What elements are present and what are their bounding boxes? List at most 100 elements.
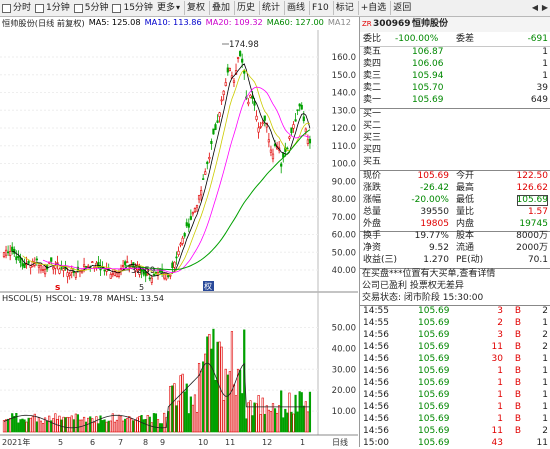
volume-bar — [249, 400, 252, 433]
tick-count: 1 — [542, 366, 548, 376]
volume-bar — [208, 334, 211, 433]
candle-body — [247, 101, 250, 105]
volume-bar — [206, 336, 209, 433]
kline-chart[interactable]: 恒帅股份(日线 前复权) MA5: 125.08 MA10: 113.86 MA… — [0, 17, 358, 447]
tick-price: 105.69 — [418, 306, 450, 316]
stock-name: 恒帅股份 — [412, 19, 449, 29]
nav-left-icon[interactable]: ◀ — [531, 3, 538, 12]
volume-bar — [294, 394, 297, 433]
sell-volume: 39 — [536, 83, 548, 93]
period-3-tab[interactable]: 5分钟 — [72, 1, 111, 15]
trade-tick-row: 14:56 105.69 1 B 1 — [360, 390, 550, 401]
candle-body — [179, 243, 182, 246]
period-3-checkbox[interactable] — [73, 3, 83, 13]
draw-line-button[interactable]: 画线 — [284, 1, 307, 15]
ma120-value: MA12 — [327, 17, 351, 27]
volume-bar — [146, 415, 149, 433]
adjust-button[interactable]: 复权 — [183, 1, 207, 15]
volume-bar — [21, 418, 24, 433]
vol-tick-label: 40.00 — [332, 344, 356, 354]
stat-label: 净资 — [363, 243, 382, 253]
f10-button[interactable]: F10 — [309, 1, 331, 15]
buy-label: 买四 — [363, 145, 382, 155]
high-price-label: 174.98 — [229, 40, 259, 50]
candle-body — [183, 233, 186, 237]
info-note[interactable]: 在买盘***位置有大买单,查看详情 — [362, 269, 496, 279]
period-4-tab[interactable]: 15分钟 — [110, 1, 154, 15]
candle-body — [263, 115, 266, 121]
period-1-checkbox[interactable] — [2, 3, 11, 13]
candle-body — [288, 136, 291, 139]
candle-body — [216, 120, 219, 123]
volume-bar — [37, 417, 41, 433]
trade-tick-row: 14:55 105.69 3 B 2 — [360, 306, 550, 317]
tick-bs-flag: B — [514, 330, 521, 340]
overlay-button[interactable]: 叠加 — [208, 1, 232, 15]
tick-volume: 11 — [491, 426, 503, 436]
y-tick-label: 100.0 — [332, 160, 356, 170]
stat-value: 1.270 — [423, 255, 449, 265]
nav-right-icon[interactable]: ▶ — [541, 3, 548, 12]
ma5-value: MA5: 125.08 — [88, 17, 141, 27]
volume-bar — [43, 417, 47, 433]
volume-bar — [245, 418, 248, 433]
mark-button[interactable]: 标记 — [332, 1, 356, 15]
volume-bar — [183, 391, 186, 433]
candle-body — [189, 216, 192, 220]
period-1-tab[interactable]: 分时 — [0, 1, 33, 15]
candle-body — [171, 262, 174, 269]
volume-bar — [4, 419, 8, 433]
x-tick-label: 1 — [300, 438, 305, 447]
stat-value: 39550 — [420, 207, 449, 217]
add-watchlist-button[interactable]: +自选 — [357, 1, 389, 15]
weibi-value: -100.00% — [395, 34, 439, 44]
volume-bar — [136, 417, 139, 433]
volume-bar — [128, 416, 131, 433]
tick-count: 1 — [542, 378, 548, 388]
volume-bar — [109, 420, 112, 433]
volume-bar — [302, 405, 305, 433]
candle-body — [124, 261, 127, 265]
candle-body — [269, 149, 273, 153]
candle-body — [146, 273, 149, 276]
volume-bar — [255, 403, 258, 433]
tick-volume: 1 — [497, 366, 503, 376]
period-4-checkbox[interactable] — [112, 3, 122, 13]
volume-bar — [269, 410, 273, 433]
history-button[interactable]: 历史 — [234, 1, 257, 15]
candle-body — [308, 138, 312, 144]
stat-value: -26.42 — [419, 183, 449, 193]
tick-count: 1 — [542, 414, 548, 424]
candle-body — [115, 272, 119, 277]
more-menu[interactable]: 更多 ▾ — [155, 1, 182, 15]
stats-button[interactable]: 统计 — [259, 1, 282, 15]
candle-body — [226, 67, 229, 73]
quote-panel: ZR 300969 恒帅股份 委比 -100.00% 委差 -691 卖五 106.87 1… — [359, 17, 550, 448]
hscol-line — [3, 362, 310, 429]
volume-bar — [97, 423, 100, 433]
volume-bar — [286, 412, 289, 433]
x-tick-label: 6 — [90, 438, 95, 447]
volume-bar — [41, 423, 45, 433]
y-tick-label: 150.0 — [332, 71, 356, 81]
period-2-checkbox[interactable] — [35, 3, 45, 13]
candle-body — [68, 273, 71, 276]
volume-bar — [253, 402, 256, 433]
candle-body — [161, 269, 164, 273]
x-tick-label: 7 — [118, 438, 123, 447]
ma20-value: MA20: 109.32 — [205, 17, 263, 27]
candle-body — [21, 263, 24, 267]
period-2-tab[interactable]: 1分钟 — [33, 1, 72, 15]
candle-body — [82, 264, 86, 267]
back-button[interactable]: 返回 — [390, 1, 413, 15]
candle-body — [298, 103, 301, 107]
stock-title: 恒帅股份(日线 前复权) — [2, 18, 85, 28]
volume-bar — [282, 417, 285, 433]
ma5-line — [12, 63, 311, 277]
volume-bar — [304, 401, 307, 433]
volume-bar — [259, 414, 262, 433]
candle-body — [241, 58, 244, 63]
tick-price: 105.69 — [418, 402, 450, 412]
buy-label: 买三 — [363, 133, 382, 143]
volume-bar — [257, 395, 260, 433]
